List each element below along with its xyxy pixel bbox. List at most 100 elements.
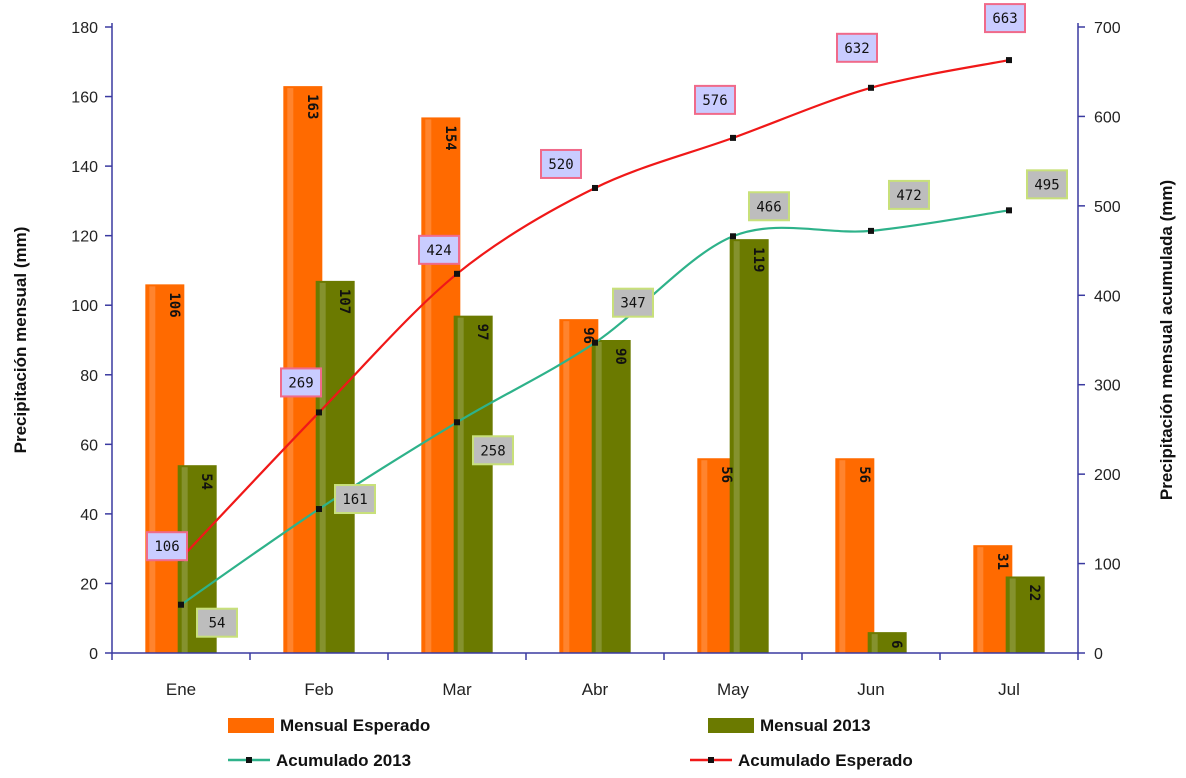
x-tick-label: Feb xyxy=(304,680,333,699)
y-tick-label: 20 xyxy=(80,576,98,593)
point-value-label: 663 xyxy=(992,11,1017,27)
y2-tick-label: 300 xyxy=(1094,378,1121,395)
bar-highlight xyxy=(701,460,708,653)
bar-highlight xyxy=(595,342,602,653)
y2-tick-label: 400 xyxy=(1094,288,1121,305)
bar-mensual-2013-feb xyxy=(315,280,355,653)
x-tick-label: Ene xyxy=(166,680,196,699)
bar-value-label: 56 xyxy=(718,466,734,483)
point-acumulado-2013 xyxy=(178,601,184,608)
point-value-label: 106 xyxy=(154,539,179,555)
bar-value-label: 106 xyxy=(166,292,182,317)
point-label-box xyxy=(196,607,238,638)
point-value-label: 472 xyxy=(896,188,921,204)
bar-value-label: 96 xyxy=(580,327,596,344)
point-label-box xyxy=(748,191,790,222)
point-label-box xyxy=(472,435,514,466)
point-value-label: 424 xyxy=(426,243,451,259)
bar-highlight xyxy=(871,634,878,653)
y2-axis-title: Precipitación mensual acumulada (mm) xyxy=(1157,180,1176,500)
y2-tick-label: 500 xyxy=(1094,199,1121,216)
bar-value-label: 22 xyxy=(1026,584,1042,601)
point-acumulado-2013 xyxy=(454,419,460,426)
y-tick-label: 100 xyxy=(71,298,98,315)
bar-mensual-2013-jun xyxy=(867,632,907,653)
bar-highlight xyxy=(563,321,570,653)
bar-value-label: 163 xyxy=(304,94,320,119)
point-label-box xyxy=(146,531,188,562)
y2-tick-label: 0 xyxy=(1094,646,1103,663)
legend-marker xyxy=(708,757,714,763)
point-acumulado-esperado xyxy=(454,270,460,277)
point-label-box xyxy=(612,287,654,318)
x-tick-label: Abr xyxy=(582,680,609,699)
legend: Mensual Esperado Mensual 2013 Acumulado 20… xyxy=(228,716,913,770)
point-acumulado-2013 xyxy=(868,227,874,234)
x-tick-label: Mar xyxy=(442,680,472,699)
legend-swatch-mensual-2013 xyxy=(708,718,754,733)
bar-mensual-2013-mar xyxy=(453,315,493,653)
point-acumulado-esperado xyxy=(730,134,736,141)
point-value-label: 520 xyxy=(548,157,573,173)
point-acumulado-esperado xyxy=(592,184,598,191)
point-label-box xyxy=(836,32,878,63)
point-acumulado-esperado xyxy=(1006,57,1012,64)
bar-value-label: 90 xyxy=(612,348,628,365)
legend-label-acumulado-2013: Acumulado 2013 xyxy=(276,751,411,770)
point-value-label: 347 xyxy=(620,296,645,312)
bar-highlight xyxy=(149,286,156,653)
y-tick-label: 60 xyxy=(80,437,98,454)
bar-highlight xyxy=(425,119,432,653)
y-tick-label: 140 xyxy=(71,159,98,176)
bar-mensual-2013-jul xyxy=(1005,576,1045,653)
bar-value-label: 119 xyxy=(750,247,766,272)
y2-tick-label: 700 xyxy=(1094,20,1121,37)
point-value-label: 466 xyxy=(756,199,781,215)
y-tick-label: 180 xyxy=(71,20,98,37)
y-tick-label: 40 xyxy=(80,507,98,524)
bar-value-label: 107 xyxy=(336,289,352,314)
point-acumulado-2013 xyxy=(316,506,322,513)
bar-highlight xyxy=(977,547,984,653)
bar-value-label: 54 xyxy=(198,473,214,490)
line-acumulado-esperado xyxy=(180,59,1010,559)
bar-highlight xyxy=(839,460,846,653)
legend-marker xyxy=(246,757,252,763)
y2-tick-label: 200 xyxy=(1094,467,1121,484)
y-axis-title: Precipitación mensual (mm) xyxy=(11,227,30,454)
point-value-label: 632 xyxy=(844,41,869,57)
point-label-box xyxy=(280,367,322,398)
lines-layer xyxy=(178,57,1012,608)
bar-mensual-2013-may xyxy=(729,239,769,653)
point-value-label: 54 xyxy=(209,616,226,632)
x-tick-label: Jul xyxy=(998,680,1020,699)
point-acumulado-2013 xyxy=(730,233,736,240)
y-tick-label: 160 xyxy=(71,90,98,107)
point-acumulado-esperado xyxy=(316,409,322,416)
point-label-box xyxy=(888,179,930,210)
bar-value-label: 56 xyxy=(856,466,872,483)
y-tick-label: 80 xyxy=(80,368,98,385)
bar-mensual-esperado-jun xyxy=(835,458,875,653)
point-acumulado-esperado xyxy=(868,84,874,91)
legend-label-mensual-esperado: Mensual Esperado xyxy=(280,716,430,735)
bar-highlight xyxy=(457,317,464,653)
point-label-box xyxy=(418,234,460,265)
bar-highlight xyxy=(319,282,326,653)
bar-highlight xyxy=(1009,578,1016,653)
axes-layer: 0 20 40 60 80 100 120 140 160 180 0 100 200 300 400 500… xyxy=(71,20,1121,699)
point-label-box xyxy=(984,3,1026,34)
y-tick-label: 120 xyxy=(71,229,98,246)
legend-label-mensual-2013: Mensual 2013 xyxy=(760,716,871,735)
y2-tick-label: 100 xyxy=(1094,557,1121,574)
x-tick-label: May xyxy=(717,680,750,699)
x-tick-label: Jun xyxy=(857,680,884,699)
point-acumulado-2013 xyxy=(592,339,598,346)
bar-value-label: 97 xyxy=(474,324,490,341)
y2-tick-label: 600 xyxy=(1094,109,1121,126)
point-value-label: 576 xyxy=(702,93,727,109)
point-acumulado-2013 xyxy=(1006,207,1012,214)
point-value-label: 269 xyxy=(288,375,313,391)
y-tick-label: 0 xyxy=(89,646,98,663)
